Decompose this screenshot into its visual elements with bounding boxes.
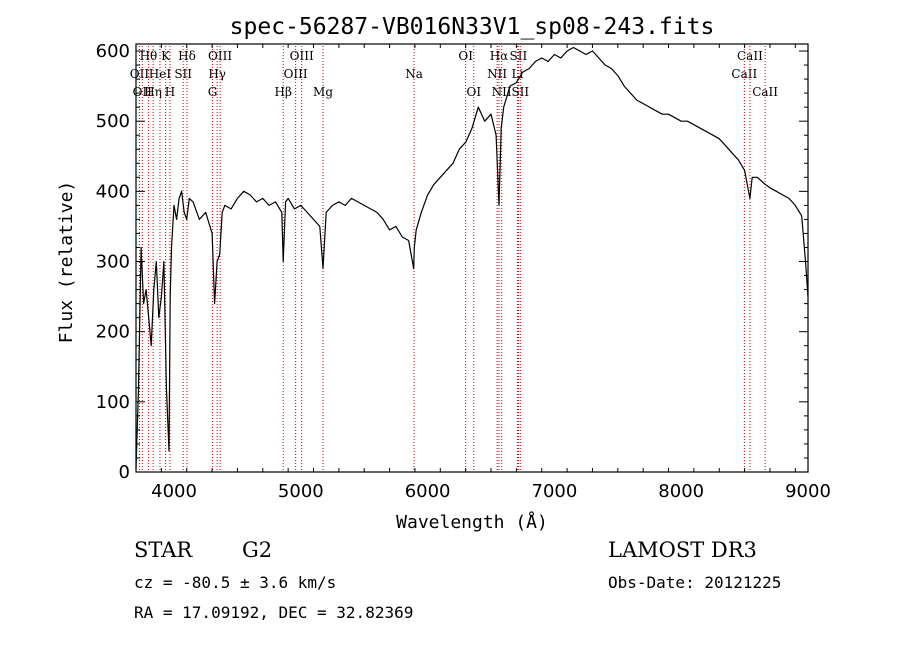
plot-area bbox=[135, 46, 809, 469]
x-tick-label-2: 6000 bbox=[405, 481, 451, 502]
y-tick-label-2: 200 bbox=[96, 322, 130, 343]
marker-label-0: OII bbox=[130, 67, 150, 81]
y-tick-label-0: 0 bbox=[119, 462, 130, 483]
marker-label-7: SII bbox=[174, 67, 192, 81]
marker-label-13: OIII bbox=[284, 67, 308, 81]
x-tick-label-5: 9000 bbox=[785, 481, 831, 502]
marker-label-8: Hδ bbox=[178, 49, 196, 63]
marker-label-12: Hβ bbox=[275, 85, 292, 99]
marker-label-3: Hη bbox=[144, 85, 162, 99]
x-tick-label-0: 4000 bbox=[151, 481, 197, 502]
marker-label-26: CaII bbox=[737, 49, 763, 63]
marker-label-20: Hα bbox=[490, 49, 509, 63]
y-tick-label-6: 600 bbox=[96, 41, 130, 62]
marker-label-17: OI bbox=[458, 49, 473, 63]
x-tick-label-3: 7000 bbox=[532, 481, 578, 502]
marker-label-6: H bbox=[165, 85, 175, 99]
x-tick-label-1: 5000 bbox=[278, 481, 324, 502]
marker-label-23: SII bbox=[510, 49, 528, 63]
marker-label-11: OIII bbox=[208, 49, 232, 63]
marker-label-1: OII bbox=[133, 85, 153, 99]
obs-date-label: Obs-Date: 20121225 bbox=[608, 573, 782, 592]
marker-label-18: OI bbox=[466, 85, 481, 99]
marker-label-27: CaII bbox=[752, 85, 778, 99]
marker-label-10: Hγ bbox=[208, 67, 226, 81]
redshift-label: cz = -80.5 ± 3.6 km/s bbox=[134, 573, 337, 592]
y-axis-label: Flux (relative) bbox=[56, 181, 77, 344]
marker-label-9: G bbox=[208, 85, 218, 99]
marker-label-25: CaII bbox=[731, 67, 757, 81]
y-tick-label-1: 100 bbox=[96, 392, 130, 413]
coords-label: RA = 17.09192, DEC = 32.82369 bbox=[134, 603, 414, 622]
y-tick-label-3: 300 bbox=[96, 252, 130, 273]
marker-label-22: Li bbox=[511, 67, 523, 81]
marker-label-19: NII bbox=[487, 67, 507, 81]
subclass-label: G2 bbox=[242, 538, 273, 562]
survey-label: LAMOST DR3 bbox=[608, 538, 757, 562]
y-tick-label-5: 500 bbox=[96, 111, 130, 132]
marker-label-5: K bbox=[161, 49, 171, 63]
plot-frame bbox=[135, 43, 809, 473]
marker-label-21: NII bbox=[492, 85, 512, 99]
marker-label-15: Mg bbox=[313, 85, 333, 99]
marker-label-24: SII bbox=[511, 85, 529, 99]
class-label: STAR bbox=[134, 538, 193, 562]
spectrum-line bbox=[135, 46, 809, 469]
marker-label-16: Na bbox=[405, 67, 423, 81]
marker-label-4: HeI bbox=[149, 67, 172, 81]
line-markers: OIIOIIHθHηHeIKHSIIHδGHγOIIIHβOIIIOIIIMgN… bbox=[130, 46, 778, 472]
x-tick-label-4: 8000 bbox=[658, 481, 704, 502]
y-tick-label-4: 400 bbox=[96, 181, 130, 202]
chart-title: spec-56287-VB016N33V1_sp08-243.fits bbox=[230, 14, 715, 40]
marker-label-14: OIII bbox=[290, 49, 314, 63]
axes: 4000 5000 6000 7000 8000 9000 0 100 200 300 400 500… bbox=[96, 41, 831, 502]
x-axis-label: Wavelength (Å) bbox=[396, 511, 548, 533]
